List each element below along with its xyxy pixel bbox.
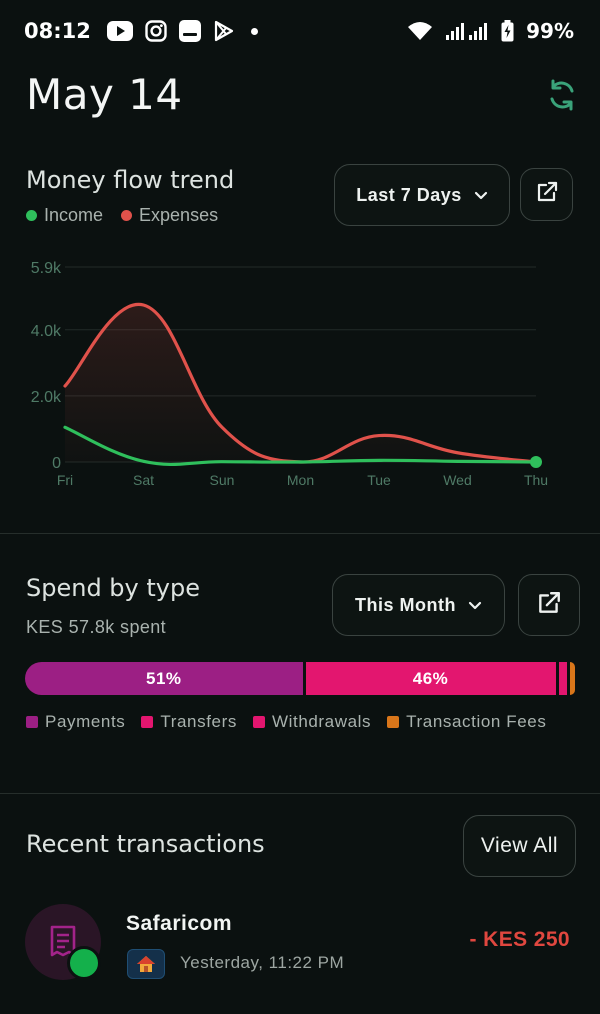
receipt-icon xyxy=(47,924,79,965)
spend-subtitle: KES 57.8k spent xyxy=(26,617,167,637)
transaction-amount: - KES 250 xyxy=(469,928,570,951)
legend-expenses-dot xyxy=(121,210,133,221)
x-tick-label: Mon xyxy=(287,472,314,488)
series-last-point xyxy=(530,456,542,468)
flow-range-dropdown[interactable]: Last 7 Days xyxy=(334,164,510,226)
x-tick-label: Sun xyxy=(210,472,235,488)
wifi-icon xyxy=(407,21,433,41)
battery-percent: 99% xyxy=(526,19,574,43)
external-link-icon xyxy=(536,590,562,621)
legend-transfers: Transfers xyxy=(141,712,237,732)
money-flow-legend: Income Expenses xyxy=(26,205,218,226)
spend-range-dropdown[interactable]: This Month xyxy=(332,574,505,636)
status-bar-right: 99% xyxy=(407,19,574,43)
section-divider xyxy=(0,793,600,794)
play-store-icon xyxy=(213,20,235,42)
status-bar-left: 08:12 xyxy=(24,19,258,43)
money-flow-chart: 5.9k 4.0k 2.0k 0 Fri Sat Sun Mon Tue Wed Thu xyxy=(0,250,600,500)
youtube-icon xyxy=(106,21,133,41)
signal-icon xyxy=(445,21,489,41)
spend-legend: Payments Transfers Withdrawals Transacti… xyxy=(26,712,546,732)
spend-stacked-bar: 51% 46% xyxy=(25,662,575,695)
legend-income: Income xyxy=(26,205,103,226)
legend-expenses-label: Expenses xyxy=(139,205,219,225)
status-time: 08:12 xyxy=(24,19,91,43)
status-bar: 08:12 99% xyxy=(0,0,600,62)
spend-open-button[interactable] xyxy=(518,574,580,636)
legend-transfers-swatch xyxy=(141,716,154,728)
spend-segment-withdrawals xyxy=(558,662,567,695)
flow-range-label: Last 7 Days xyxy=(356,184,462,205)
legend-fees-label: Transaction Fees xyxy=(406,712,547,731)
legend-income-dot xyxy=(26,210,37,221)
transaction-status-dot xyxy=(67,946,101,980)
legend-payments-swatch xyxy=(26,716,38,728)
legend-expenses: Expenses xyxy=(121,205,218,226)
view-all-label: View All xyxy=(480,834,559,857)
spend-segment-transfers: 46% xyxy=(305,662,556,695)
app-icon xyxy=(178,20,201,42)
view-all-button[interactable]: View All xyxy=(463,815,576,877)
series-line-income xyxy=(63,425,538,467)
legend-withdrawals: Withdrawals xyxy=(252,712,372,732)
y-tick-label: 0 xyxy=(52,455,61,472)
x-tick-label: Thu xyxy=(524,472,548,488)
legend-payments-label: Payments xyxy=(45,712,126,731)
spend-title: Spend by type xyxy=(26,574,200,602)
x-tick-label: Wed xyxy=(443,472,472,488)
battery-charging-icon xyxy=(501,20,514,42)
sync-icon[interactable] xyxy=(545,78,579,112)
house-icon xyxy=(127,949,165,979)
legend-fees-swatch xyxy=(387,716,400,728)
legend-withdrawals-label: Withdrawals xyxy=(271,712,372,731)
y-tick-label: 4.0k xyxy=(31,323,62,340)
page-title: May 14 xyxy=(26,70,183,119)
y-tick-label: 5.9k xyxy=(31,260,62,277)
transaction-row[interactable]: Safaricom Yesterday, 11:22 PM - KES 250 xyxy=(0,896,600,996)
transaction-time: Yesterday, 11:22 PM xyxy=(180,953,345,972)
x-tick-label: Fri xyxy=(57,472,73,488)
instagram-icon xyxy=(145,20,167,42)
flow-open-button[interactable] xyxy=(520,168,573,221)
chevron-down-icon xyxy=(468,595,482,616)
legend-payments: Payments xyxy=(26,712,125,732)
legend-transaction-fees: Transaction Fees xyxy=(387,712,546,732)
legend-withdrawals-swatch xyxy=(252,716,265,728)
y-tick-label: 2.0k xyxy=(31,389,62,406)
legend-income-label: Income xyxy=(44,205,104,225)
legend-transfers-label: Transfers xyxy=(160,712,237,731)
spend-segment-transaction-fees xyxy=(569,662,575,695)
section-divider xyxy=(0,533,600,534)
notification-dot-icon xyxy=(250,27,258,35)
transaction-name: Safaricom xyxy=(126,912,233,935)
chevron-down-icon xyxy=(474,185,488,206)
spend-segment-payments: 51% xyxy=(25,662,303,695)
external-link-icon xyxy=(535,180,559,209)
x-tick-label: Sat xyxy=(133,472,154,488)
money-flow-title: Money flow trend xyxy=(26,166,235,194)
recent-title: Recent transactions xyxy=(26,830,265,858)
x-tick-label: Tue xyxy=(367,472,391,488)
spend-range-label: This Month xyxy=(355,594,456,615)
series-area-expenses xyxy=(65,304,536,463)
